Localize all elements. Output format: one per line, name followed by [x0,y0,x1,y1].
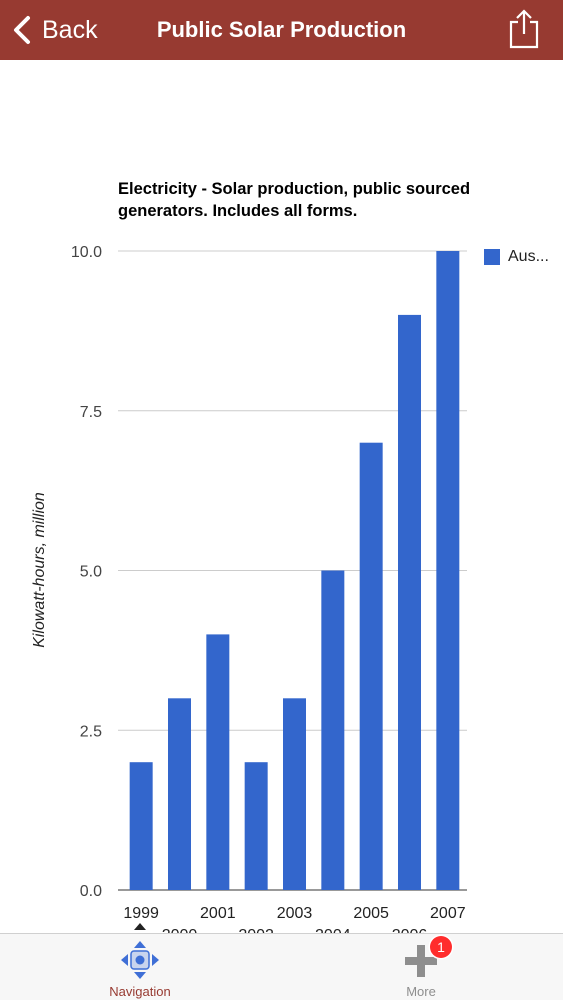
back-label: Back [42,15,98,44]
plus-icon [405,945,437,977]
navigation-bar: Back Public Solar Production [0,0,563,60]
x-tick-label: 2001 [200,905,236,922]
y-tick-label: 10.0 [71,244,102,261]
y-tick-label: 5.0 [80,564,102,581]
tab-bar: Navigation 1 More [0,933,563,1000]
y-tick-label: 2.5 [80,723,102,740]
x-tick-label: 2005 [353,905,389,922]
bar-2003 [283,698,306,890]
x-tick-label: 1999 [123,905,159,922]
chart-legend: Aus... [484,248,549,266]
back-button[interactable]: Back [10,8,98,52]
y-tick-label: 0.0 [80,883,102,900]
chevron-left-icon [14,16,30,44]
bar-2002 [244,762,268,890]
page-title: Public Solar Production [156,17,407,42]
bar-2006 [398,314,421,890]
bar-1999 [129,762,153,890]
notification-badge: 1 [430,936,452,958]
bar-2004 [321,570,345,890]
bar-2005 [359,442,383,890]
bar-2000 [168,698,191,890]
bar-chart: 0.0 2.5 5.0 7.5 10.0 199920002001200220032004… [71,244,467,933]
y-axis-label: Kilowatt-hours, million [31,492,48,648]
legend-swatch [484,249,500,265]
x-tick-label: 2003 [277,905,313,922]
chart-container: 0.0 2.5 5.0 7.5 10.0 199920002001200220032004… [0,60,563,933]
scroll-marker-icon [134,923,146,930]
bar-2001 [206,634,230,890]
tab-more[interactable]: 1 More [351,934,491,1000]
navigation-arrows-icon [121,941,159,979]
x-tick-label: 2004 [315,927,351,933]
x-tick-label: 2002 [238,927,274,933]
x-tick-label: 2000 [162,927,198,933]
x-tick-label: 2006 [392,927,428,933]
x-tick-label: 2007 [430,905,466,922]
y-tick-label: 7.5 [80,404,102,421]
legend-label: Aus... [508,248,549,265]
share-icon[interactable] [507,8,541,50]
chart-title: Electricity - Solar production, public s… [118,180,471,220]
bar-2007 [436,251,460,890]
tab-more-label: More [406,984,436,999]
tab-navigation-label: Navigation [109,984,171,999]
tab-navigation[interactable]: Navigation [70,934,210,1000]
